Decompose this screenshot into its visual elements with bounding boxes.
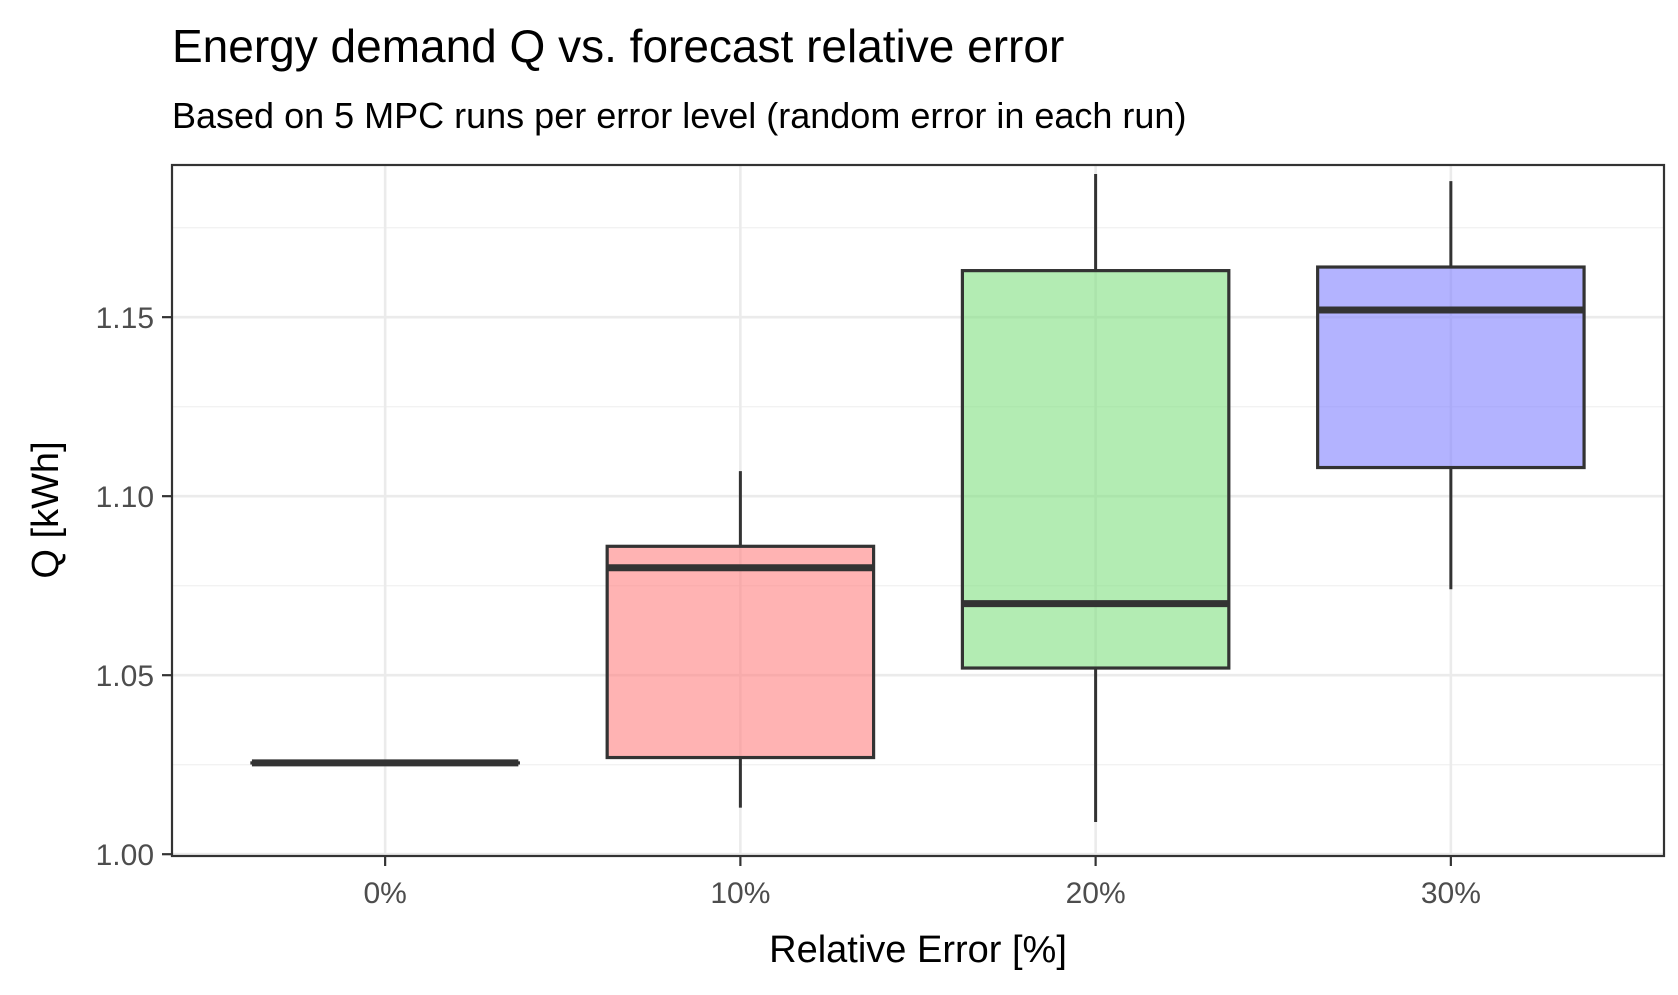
box-series	[252, 174, 1584, 822]
y-axis-title: Q [kWh]	[25, 441, 67, 578]
box-20pct	[962, 174, 1228, 822]
x-axis-title: Relative Error [%]	[769, 929, 1067, 971]
chart-title: Energy demand Q vs. forecast relative er…	[172, 20, 1064, 72]
x-tick-label: 30%	[1421, 877, 1481, 910]
chart-subtitle: Based on 5 MPC runs per error level (ran…	[172, 95, 1186, 136]
x-tick-label: 10%	[710, 877, 770, 910]
x-tick-label: 20%	[1066, 877, 1126, 910]
box-10pct	[607, 471, 873, 808]
y-tick-label: 1.05	[96, 660, 154, 693]
box-30pct	[1318, 181, 1584, 589]
iqr-box	[607, 546, 873, 757]
iqr-box	[962, 271, 1228, 668]
y-tick-label: 1.15	[96, 302, 154, 335]
iqr-box	[1318, 267, 1584, 467]
y-tick-label: 1.00	[96, 839, 154, 872]
y-tick-label: 1.10	[96, 481, 154, 514]
x-tick-label: 0%	[363, 877, 406, 910]
